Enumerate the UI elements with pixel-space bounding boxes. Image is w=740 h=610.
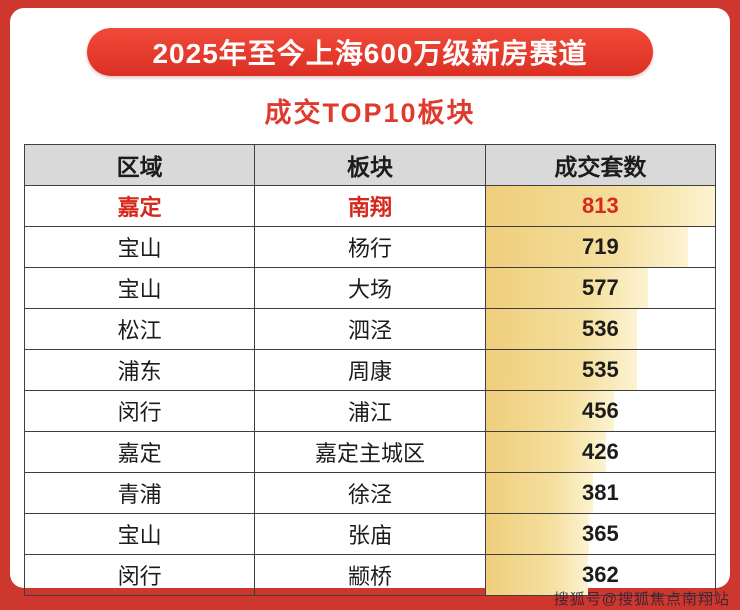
top10-table: 区域 板块 成交套数 嘉定 南翔 813 宝山 杨行 719 [23, 144, 717, 596]
table-row: 宝山 杨行 719 [23, 226, 717, 268]
count-cell: 362 [484, 554, 717, 596]
region-cell: 闵行 [23, 554, 256, 596]
region-cell: 嘉定 [23, 431, 256, 473]
watermark: 搜狐号@搜狐焦点南翔站 [553, 591, 730, 608]
sector-cell: 南翔 [254, 185, 486, 227]
title-banner: 2025年至今上海600万级新房赛道 [87, 28, 653, 76]
count-cell: 426 [484, 431, 717, 473]
count-bar [486, 309, 637, 349]
count-cell: 381 [484, 472, 717, 514]
count-cell: 456 [484, 390, 717, 432]
region-cell: 青浦 [23, 472, 256, 514]
count-bar [486, 432, 606, 472]
region-cell: 嘉定 [23, 185, 256, 227]
count-bar [486, 473, 594, 513]
count-bar [486, 268, 649, 308]
count-cell: 813 [484, 185, 717, 227]
region-cell: 闵行 [23, 390, 256, 432]
count-bar [486, 514, 589, 554]
count-value: 535 [581, 357, 619, 382]
sector-cell: 周康 [254, 349, 486, 391]
table-row: 青浦 徐泾 381 [23, 472, 717, 514]
region-cell: 浦东 [23, 349, 256, 391]
count-value: 456 [581, 398, 619, 423]
count-value: 536 [581, 316, 619, 341]
count-value: 426 [581, 439, 619, 464]
table-row: 宝山 张庙 365 [23, 513, 717, 555]
sector-cell: 杨行 [254, 226, 486, 268]
page-subtitle: 成交TOP10板块 [264, 98, 476, 128]
count-bar [486, 555, 588, 595]
count-bar [486, 391, 615, 431]
count-cell: 577 [484, 267, 717, 309]
region-cell: 宝山 [23, 513, 256, 555]
count-cell: 536 [484, 308, 717, 350]
table-header-row: 区域 板块 成交套数 [23, 144, 717, 186]
count-bar [486, 350, 637, 390]
sector-cell: 泗泾 [254, 308, 486, 350]
region-cell: 松江 [23, 308, 256, 350]
count-value: 577 [581, 275, 619, 300]
content-card: 2025年至今上海600万级新房赛道 成交TOP10板块 区域 板块 成交套数 … [10, 8, 730, 596]
table-row: 嘉定 嘉定主城区 426 [23, 431, 717, 473]
count-cell: 535 [484, 349, 717, 391]
region-cell: 宝山 [23, 267, 256, 309]
sector-cell: 颛桥 [254, 554, 486, 596]
count-bar [486, 186, 715, 226]
header-sector: 板块 [254, 144, 486, 186]
count-value: 813 [581, 193, 619, 218]
count-value: 365 [581, 521, 619, 546]
count-value: 362 [581, 562, 619, 587]
sector-cell: 浦江 [254, 390, 486, 432]
count-value: 381 [581, 480, 619, 505]
region-cell: 宝山 [23, 226, 256, 268]
sector-cell: 徐泾 [254, 472, 486, 514]
banner-title: 2025年至今上海600万级新房赛道 [152, 38, 588, 69]
table-row: 浦东 周康 535 [23, 349, 717, 391]
count-value: 719 [581, 234, 619, 259]
count-cell: 365 [484, 513, 717, 555]
table-row: 松江 泗泾 536 [23, 308, 717, 350]
sector-cell: 大场 [254, 267, 486, 309]
header-region: 区域 [23, 144, 256, 186]
count-bar [486, 227, 689, 267]
table-row: 嘉定 南翔 813 [23, 185, 717, 227]
count-cell: 719 [484, 226, 717, 268]
sector-cell: 张庙 [254, 513, 486, 555]
table-row: 闵行 颛桥 362 [23, 554, 717, 596]
table-row: 闵行 浦江 456 [23, 390, 717, 432]
header-count: 成交套数 [484, 144, 717, 186]
sector-cell: 嘉定主城区 [254, 431, 486, 473]
table-row: 宝山 大场 577 [23, 267, 717, 309]
